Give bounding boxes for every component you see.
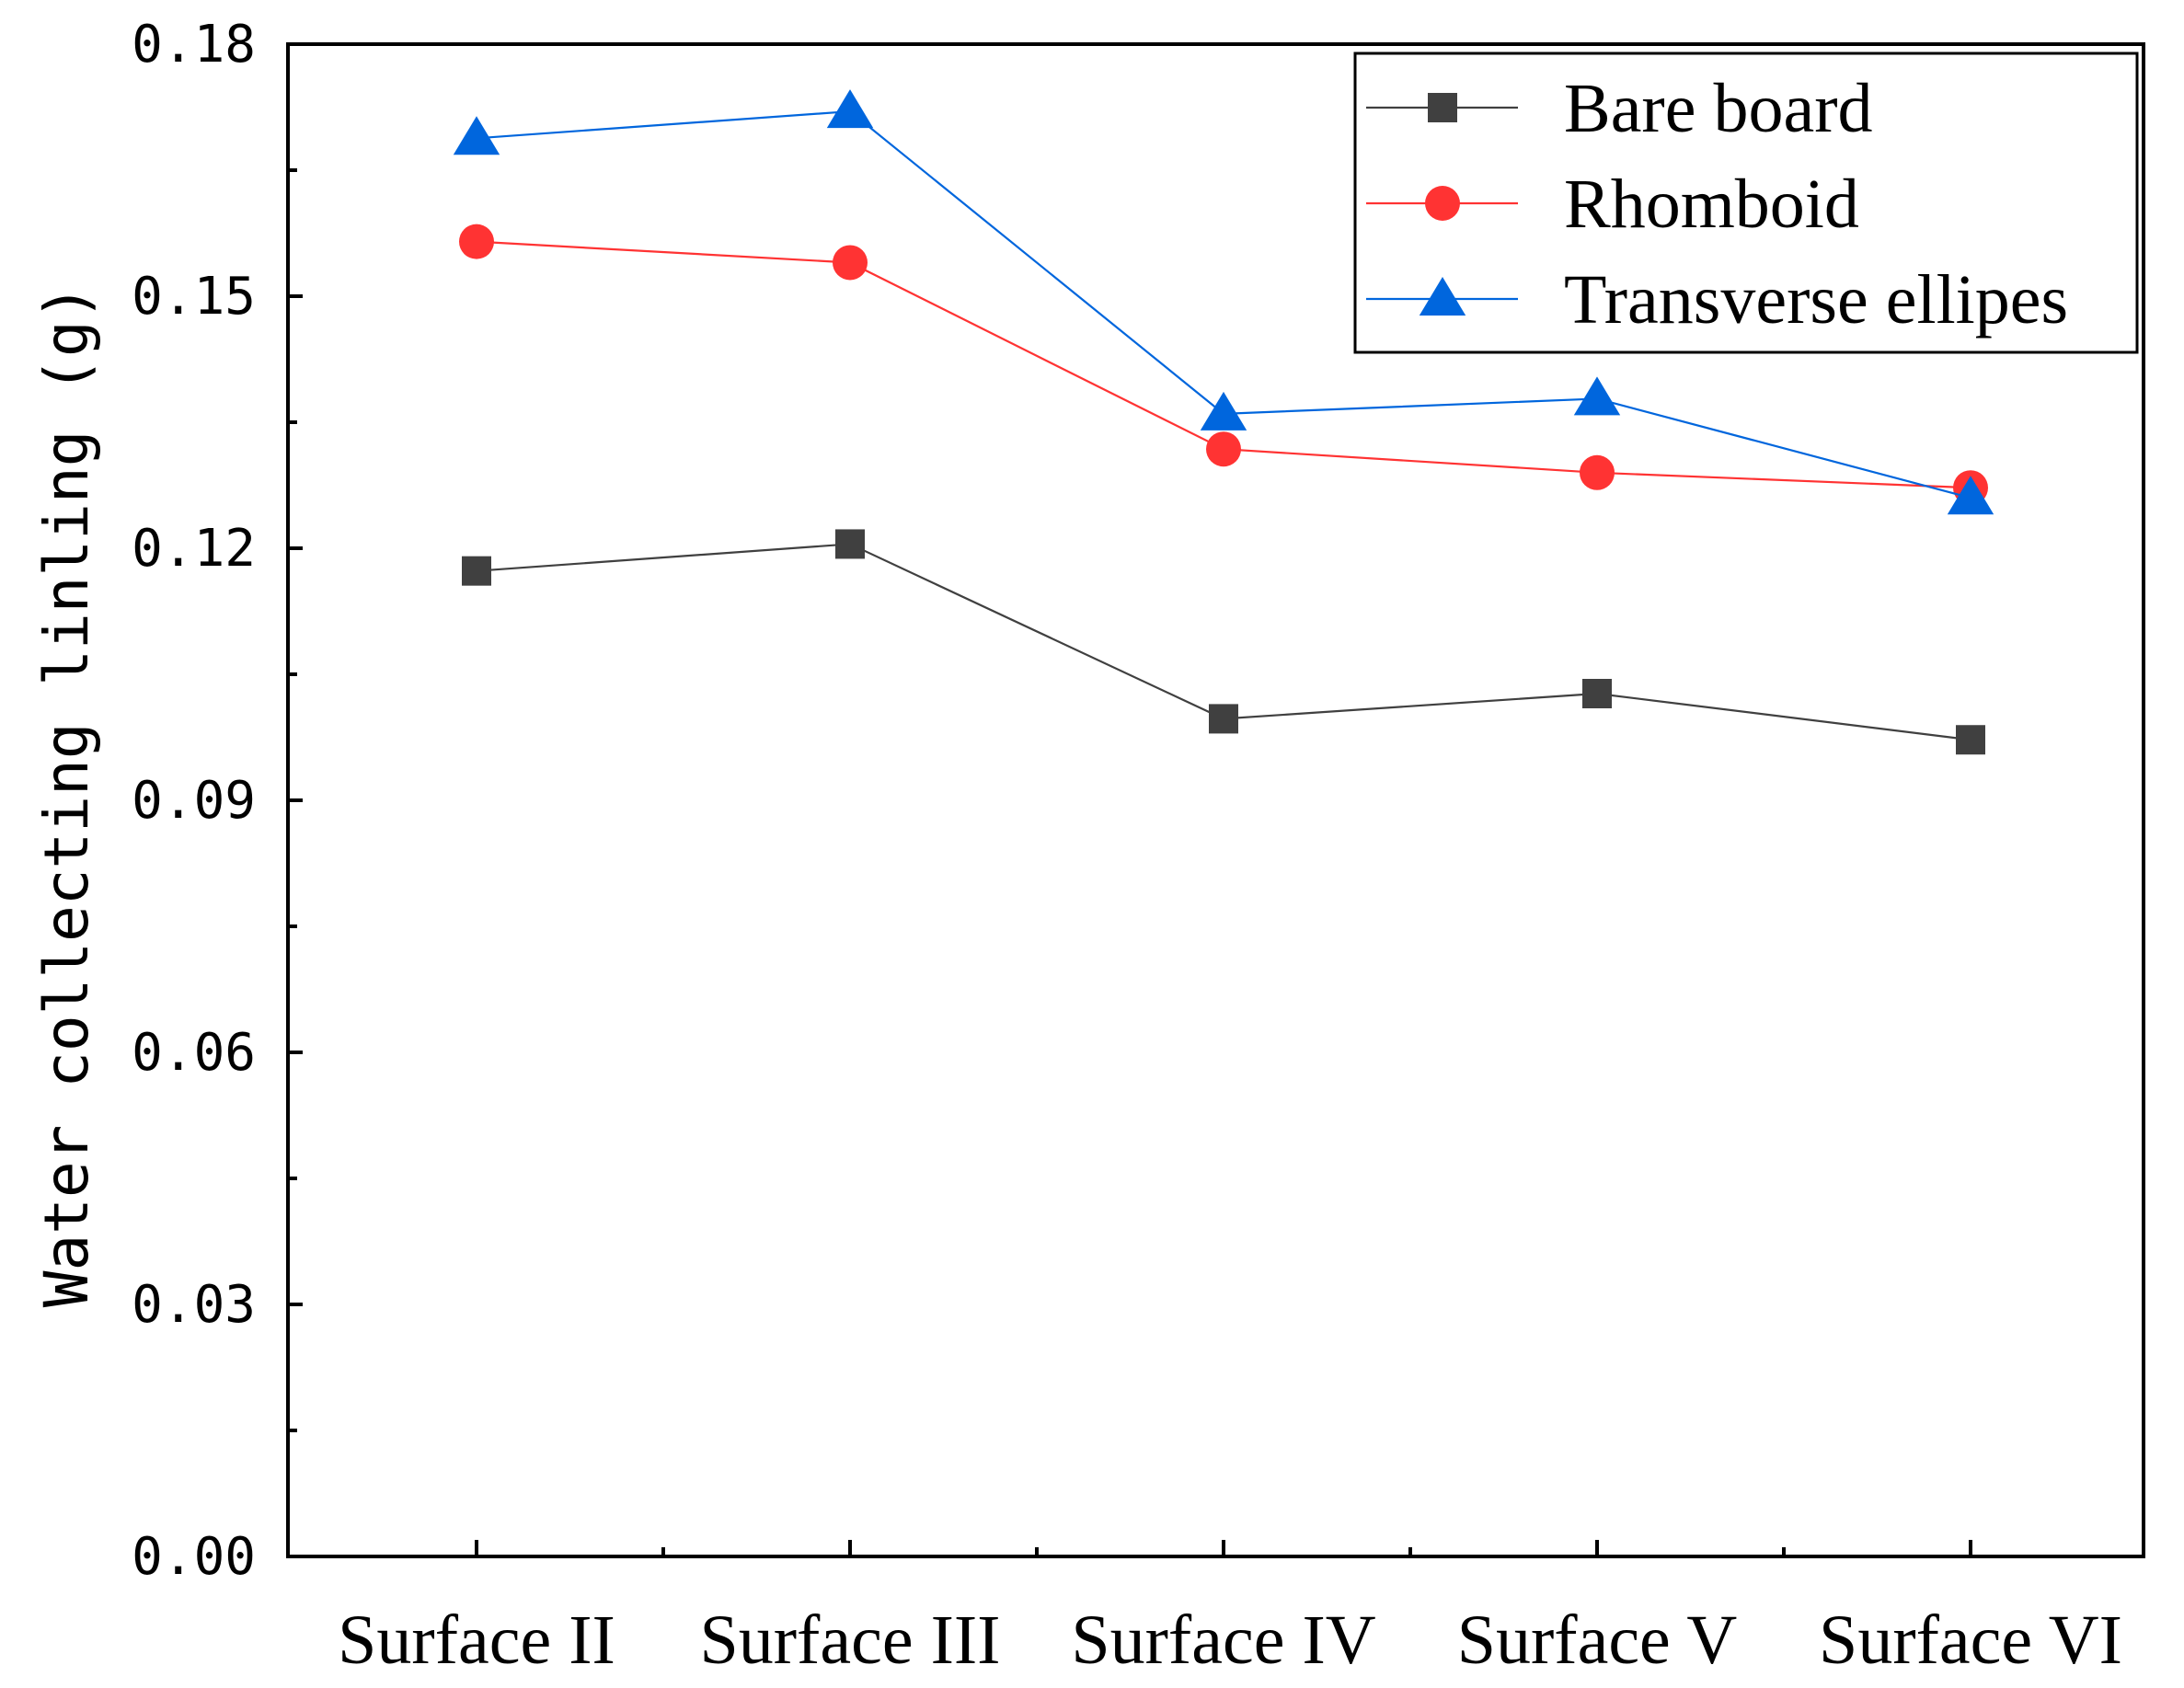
y-axis: 0.00 0.03 0.06 0.09 0.12 0.15 0.18 xyxy=(132,15,303,1587)
series-rhomboid xyxy=(459,224,1988,506)
y-tick-label: 0.18 xyxy=(132,15,256,75)
x-category-label: Surface III xyxy=(699,1602,1000,1679)
data-point-marker xyxy=(1947,476,1994,515)
data-point-marker xyxy=(833,245,868,281)
data-point-marker xyxy=(1200,391,1247,431)
legend-item: Transverse ellipes xyxy=(1366,261,2068,339)
legend-marker xyxy=(1428,93,1457,122)
data-point-marker xyxy=(1209,704,1238,734)
y-tick-label: 0.00 xyxy=(132,1527,256,1587)
data-point-marker xyxy=(459,224,494,259)
y-tick-label: 0.06 xyxy=(132,1023,256,1083)
x-category-label: Surface VI xyxy=(1819,1602,2122,1679)
data-point-marker xyxy=(1206,431,1241,467)
legend-marker xyxy=(1425,186,1460,221)
x-category-label: Surface V xyxy=(1457,1602,1738,1679)
legend-marker xyxy=(1419,277,1466,316)
data-point-marker xyxy=(462,556,491,586)
data-point-marker xyxy=(835,529,865,559)
data-point-marker xyxy=(453,116,500,155)
data-point-marker xyxy=(1582,679,1612,709)
y-tick-label: 0.03 xyxy=(132,1275,256,1335)
y-tick-label: 0.12 xyxy=(132,519,256,579)
legend-label: Bare board xyxy=(1564,70,1873,147)
y-axis-title: Water collecting linling (g) xyxy=(31,284,102,1308)
y-tick-label: 0.09 xyxy=(132,771,256,831)
data-point-marker xyxy=(1956,725,1985,755)
data-point-marker xyxy=(1580,454,1615,490)
y-tick-label: 0.15 xyxy=(132,267,256,327)
x-axis: Surface II Surface III Surface IV Surface V… xyxy=(338,1540,2122,1679)
data-point-marker xyxy=(826,89,874,129)
series-transverse-ellipes xyxy=(453,89,1994,515)
x-category-label: Surface IV xyxy=(1071,1602,1375,1679)
series-bare-board xyxy=(462,529,1985,755)
legend-label: Transverse ellipes xyxy=(1564,261,2068,339)
x-category-label: Surface II xyxy=(338,1602,615,1679)
series-layer xyxy=(453,89,1994,755)
legend: Bare board Rhomboid Transverse ellipes xyxy=(1353,52,2139,354)
data-point-marker xyxy=(1573,376,1621,416)
legend-label: Rhomboid xyxy=(1564,166,1859,243)
legend-item: Bare board xyxy=(1366,70,1873,147)
legend-item: Rhomboid xyxy=(1366,166,1859,243)
